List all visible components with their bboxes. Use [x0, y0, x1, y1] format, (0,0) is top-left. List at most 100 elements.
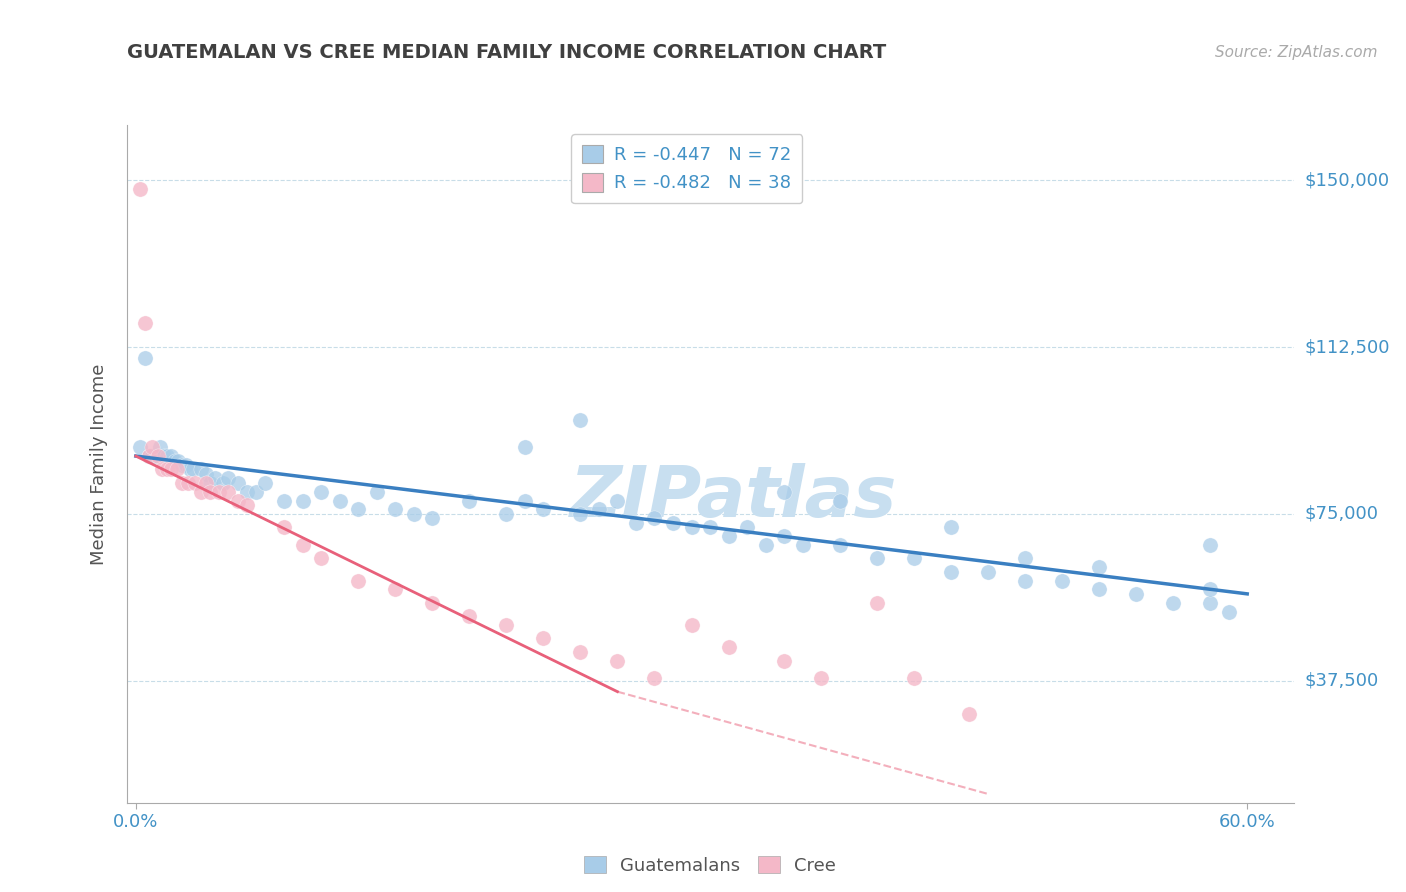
Point [384, 582, 406, 597]
Point [828, 493, 851, 508]
Point [699, 520, 721, 534]
Point [179, 462, 201, 476]
Point [569, 413, 592, 427]
Point [866, 551, 889, 566]
Point [160, 449, 183, 463]
Point [160, 462, 183, 476]
Text: Source: ZipAtlas.com: Source: ZipAtlas.com [1215, 45, 1378, 60]
Point [957, 706, 980, 721]
Point [273, 520, 295, 534]
Point [458, 609, 481, 624]
Point [643, 511, 665, 525]
Point [291, 538, 314, 552]
Point [643, 671, 665, 685]
Point [755, 538, 778, 552]
Point [217, 471, 239, 485]
Point [717, 529, 740, 543]
Point [828, 538, 851, 552]
Point [773, 484, 796, 499]
Point [134, 351, 156, 366]
Point [163, 453, 186, 467]
Point [495, 618, 517, 632]
Point [150, 462, 173, 476]
Point [138, 449, 160, 463]
Point [588, 502, 610, 516]
Point [128, 440, 150, 454]
Text: $112,500: $112,500 [1305, 338, 1391, 356]
Point [662, 516, 685, 530]
Point [513, 493, 536, 508]
Text: ZIPatlas: ZIPatlas [569, 463, 897, 533]
Point [1088, 582, 1111, 597]
Point [226, 493, 249, 508]
Point [402, 507, 425, 521]
Point [309, 484, 332, 499]
Point [903, 551, 925, 566]
Text: $37,500: $37,500 [1305, 672, 1379, 690]
Point [903, 671, 925, 685]
Point [624, 516, 647, 530]
Point [167, 453, 190, 467]
Point [166, 462, 188, 476]
Point [977, 565, 1000, 579]
Text: $75,000: $75,000 [1305, 505, 1379, 523]
Point [198, 484, 221, 499]
Point [149, 440, 172, 454]
Point [792, 538, 814, 552]
Point [773, 654, 796, 668]
Point [420, 596, 443, 610]
Point [681, 618, 703, 632]
Point [204, 471, 226, 485]
Point [195, 475, 218, 490]
Point [172, 475, 194, 490]
Point [495, 507, 517, 521]
Text: GUATEMALAN VS CREE MEDIAN FAMILY INCOME CORRELATION CHART: GUATEMALAN VS CREE MEDIAN FAMILY INCOME … [127, 44, 886, 62]
Point [735, 520, 758, 534]
Point [198, 475, 221, 490]
Point [208, 484, 231, 499]
Point [174, 458, 197, 472]
Point [1199, 596, 1222, 610]
Point [245, 484, 267, 499]
Point [236, 484, 259, 499]
Point [152, 449, 174, 463]
Point [569, 507, 592, 521]
Point [420, 511, 443, 525]
Point [134, 316, 156, 330]
Point [1218, 605, 1240, 619]
Point [190, 484, 212, 499]
Point [156, 449, 179, 463]
Point [1050, 574, 1073, 588]
Point [606, 493, 628, 508]
Point [531, 632, 554, 646]
Point [146, 449, 169, 463]
Point [141, 440, 163, 454]
Point [458, 493, 481, 508]
Y-axis label: Median Family Income: Median Family Income [90, 363, 108, 565]
Point [347, 502, 370, 516]
Text: $150,000: $150,000 [1305, 171, 1389, 189]
Point [156, 462, 179, 476]
Point [681, 520, 703, 534]
Point [141, 449, 163, 463]
Point [291, 493, 314, 508]
Point [366, 484, 388, 499]
Point [128, 182, 150, 196]
Point [810, 671, 832, 685]
Point [569, 645, 592, 659]
Point [195, 467, 218, 481]
Point [273, 493, 295, 508]
Point [773, 529, 796, 543]
Point [1199, 582, 1222, 597]
Point [212, 475, 235, 490]
Point [1088, 560, 1111, 574]
Point [513, 440, 536, 454]
Point [606, 654, 628, 668]
Point [531, 502, 554, 516]
Point [384, 502, 406, 516]
Point [1125, 587, 1147, 601]
Point [236, 498, 259, 512]
Point [329, 493, 352, 508]
Point [939, 520, 962, 534]
Point [1014, 551, 1036, 566]
